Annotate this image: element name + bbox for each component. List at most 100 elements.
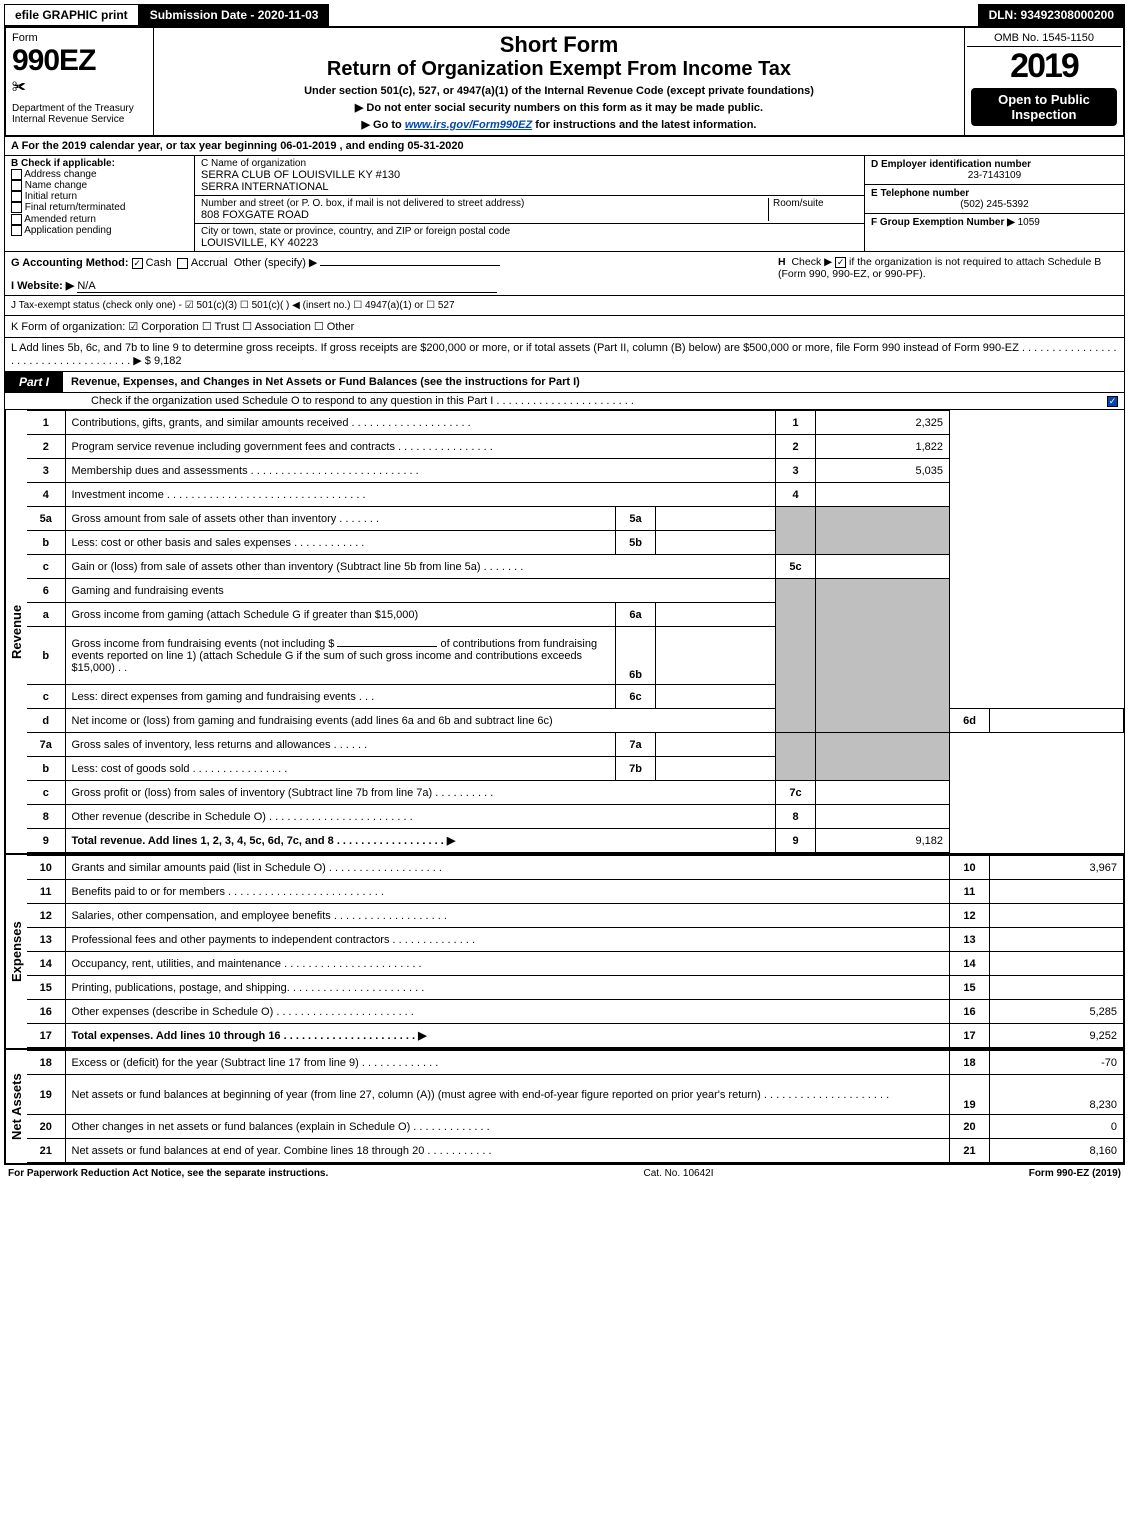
line10-amt: 3,967 [990, 856, 1124, 880]
box-c: C Name of organization SERRA CLUB OF LOU… [195, 156, 864, 251]
line10-desc: Grants and similar amounts paid (list in… [65, 856, 950, 880]
part1-badge: Part I [5, 372, 63, 392]
line2-desc: Program service revenue including govern… [65, 435, 776, 459]
line21-desc: Net assets or fund balances at end of ye… [65, 1139, 950, 1163]
line6b-desc: Gross income from fundraising events (no… [65, 627, 616, 685]
part1-header: Part I Revenue, Expenses, and Changes in… [4, 372, 1125, 393]
opt-initial: Initial return [11, 191, 188, 202]
l-amt: $ 9,182 [145, 355, 182, 367]
omb-number: OMB No. 1545-1150 [967, 30, 1121, 47]
revenue-table: 1Contributions, gifts, grants, and simil… [27, 410, 1124, 853]
footer-left: For Paperwork Reduction Act Notice, see … [8, 1168, 328, 1179]
line3-desc: Membership dues and assessments . . . . … [65, 459, 776, 483]
opt-amended: Amended return [11, 214, 188, 225]
line9-desc: Total revenue. Add lines 1, 2, 3, 4, 5c,… [65, 829, 776, 853]
g-label: G Accounting Method: [11, 257, 129, 269]
dln: DLN: 93492308000200 [978, 4, 1125, 26]
line6-desc: Gaming and fundraising events [65, 579, 776, 603]
line-j: J Tax-exempt status (check only one) - ☑… [4, 296, 1125, 316]
line4-desc: Investment income . . . . . . . . . . . … [65, 483, 776, 507]
g-other: Other (specify) ▶ [234, 257, 318, 269]
line20-desc: Other changes in net assets or fund bala… [65, 1115, 950, 1139]
website-val: N/A [77, 280, 497, 293]
line3-amt: 5,035 [816, 459, 950, 483]
box-b-title: B Check if applicable: [11, 158, 188, 169]
city: LOUISVILLE, KY 40223 [201, 237, 858, 249]
open-public-badge: Open to Public Inspection [971, 88, 1117, 126]
part1-title: Revenue, Expenses, and Changes in Net As… [63, 376, 580, 388]
ein: 23-7143109 [871, 170, 1118, 181]
addr: 808 FOXGATE ROAD [201, 209, 768, 221]
line19-amt: 8,230 [990, 1075, 1124, 1115]
line21-amt: 8,160 [990, 1139, 1124, 1163]
line2-amt: 1,822 [816, 435, 950, 459]
line-h: H Check ▶ ✓ if the organization is not r… [778, 256, 1118, 293]
irs-link[interactable]: www.irs.gov/Form990EZ [405, 119, 532, 131]
line6a-desc: Gross income from gaming (attach Schedul… [65, 603, 616, 627]
subtitle-ssn: ▶ Do not enter social security numbers o… [162, 101, 956, 114]
e-label: E Telephone number [871, 188, 1118, 199]
header-center: Short Form Return of Organization Exempt… [154, 28, 965, 135]
room-label: Room/suite [768, 198, 858, 221]
line20-amt: 0 [990, 1115, 1124, 1139]
title-short-form: Short Form [162, 32, 956, 58]
subtitle-section: Under section 501(c), 527, or 4947(a)(1)… [162, 85, 956, 97]
line-k: K Form of organization: ☑ Corporation ☐ … [4, 316, 1125, 338]
section-netassets: Net Assets 18Excess or (deficit) for the… [4, 1048, 1125, 1165]
phone: (502) 245-5392 [871, 199, 1118, 210]
line15-desc: Printing, publications, postage, and shi… [65, 976, 950, 1000]
city-label: City or town, state or province, country… [201, 226, 858, 237]
form-header: Form 990EZ ✀ Department of the Treasury … [4, 26, 1125, 137]
line5b-desc: Less: cost or other basis and sales expe… [65, 531, 616, 555]
row-gh: G Accounting Method: ✓ Cash Accrual Othe… [4, 252, 1125, 296]
line18-amt: -70 [990, 1051, 1124, 1075]
netassets-table: 18Excess or (deficit) for the year (Subt… [27, 1050, 1124, 1163]
d-label: D Employer identification number [871, 159, 1118, 170]
c-label: C Name of organization [201, 158, 858, 169]
form-label: Form [12, 32, 147, 44]
line1-amt: 2,325 [816, 411, 950, 435]
submission-date: Submission Date - 2020-11-03 [139, 4, 330, 26]
vlabel-revenue: Revenue [5, 410, 27, 853]
vlabel-netassets: Net Assets [5, 1050, 27, 1163]
line7b-desc: Less: cost of goods sold . . . . . . . .… [65, 757, 616, 781]
expenses-table: 10Grants and similar amounts paid (list … [27, 855, 1124, 1048]
g-cash: Cash [146, 257, 172, 269]
open-line2: Inspection [971, 107, 1117, 122]
line6c-desc: Less: direct expenses from gaming and fu… [65, 685, 616, 709]
line5a-desc: Gross amount from sale of assets other t… [65, 507, 616, 531]
form-number: 990EZ [12, 44, 147, 78]
line8-desc: Other revenue (describe in Schedule O) .… [65, 805, 776, 829]
box-defg: D Employer identification number 23-7143… [864, 156, 1124, 251]
h-check: Check ▶ [791, 256, 832, 268]
line11-desc: Benefits paid to or for members . . . . … [65, 880, 950, 904]
tax-year: 2019 [967, 47, 1121, 86]
top-bar: efile GRAPHIC print Submission Date - 20… [4, 4, 1125, 26]
line-g: G Accounting Method: ✓ Cash Accrual Othe… [11, 256, 778, 293]
line16-amt: 5,285 [990, 1000, 1124, 1024]
box-b: B Check if applicable: Address change Na… [5, 156, 195, 251]
line6d-desc: Net income or (loss) from gaming and fun… [65, 709, 776, 733]
line-l: L Add lines 5b, 6c, and 7b to line 9 to … [4, 338, 1125, 372]
spacer [329, 4, 977, 26]
line1-desc: Contributions, gifts, grants, and simila… [65, 411, 776, 435]
line19-desc: Net assets or fund balances at beginning… [65, 1075, 950, 1115]
section-expenses: Expenses 10Grants and similar amounts pa… [4, 853, 1125, 1048]
line12-desc: Salaries, other compensation, and employ… [65, 904, 950, 928]
line17-desc: Total expenses. Add lines 10 through 16 … [65, 1024, 950, 1048]
line5c-desc: Gain or (loss) from sale of assets other… [65, 555, 776, 579]
section-revenue: Revenue 1Contributions, gifts, grants, a… [4, 410, 1125, 853]
goto-post: for instructions and the latest informat… [535, 119, 756, 131]
line9-amt: 9,182 [816, 829, 950, 853]
opt-name: Name change [11, 180, 188, 191]
footer: For Paperwork Reduction Act Notice, see … [4, 1165, 1125, 1179]
goto-pre: ▶ Go to [362, 119, 405, 131]
h-label: H [778, 256, 786, 268]
line7c-desc: Gross profit or (loss) from sales of inv… [65, 781, 776, 805]
opt-final: Final return/terminated [11, 202, 188, 213]
opt-pending: Application pending [11, 225, 188, 236]
open-line1: Open to Public [971, 92, 1117, 107]
vlabel-expenses: Expenses [5, 855, 27, 1048]
subtitle-goto: ▶ Go to www.irs.gov/Form990EZ for instru… [162, 118, 956, 131]
org-name-1: SERRA CLUB OF LOUISVILLE KY #130 [201, 169, 858, 181]
